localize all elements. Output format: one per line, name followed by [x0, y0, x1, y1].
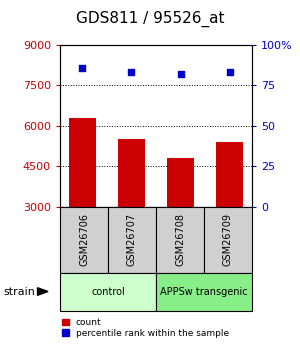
Text: APPSw transgenic: APPSw transgenic [160, 287, 248, 296]
Text: GSM26708: GSM26708 [175, 213, 185, 266]
Bar [69, 118, 96, 207]
Point [227, 70, 232, 75]
Text: GSM26707: GSM26707 [127, 213, 137, 266]
Bar [118, 139, 145, 207]
Point [178, 71, 183, 77]
Bar [167, 158, 194, 207]
Bar [216, 142, 243, 207]
Text: control: control [91, 287, 125, 296]
Text: GSM26709: GSM26709 [223, 213, 233, 266]
Legend: count, percentile rank within the sample: count, percentile rank within the sample [62, 318, 229, 338]
Text: GSM26706: GSM26706 [79, 213, 89, 266]
Point [129, 70, 134, 75]
Polygon shape [38, 288, 48, 295]
Text: strain: strain [3, 287, 35, 296]
Point [80, 65, 85, 70]
Text: GDS811 / 95526_at: GDS811 / 95526_at [76, 11, 224, 27]
